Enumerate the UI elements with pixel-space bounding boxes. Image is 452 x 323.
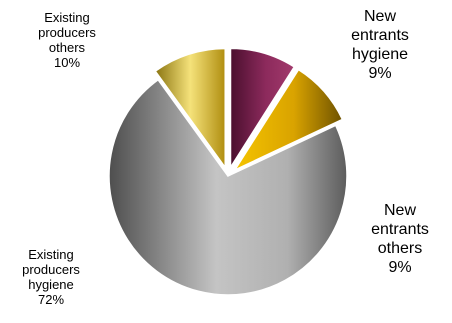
- slice-existing-producers-hygiene: [108, 78, 348, 296]
- slice-new-entrants-hygiene: [229, 47, 296, 170]
- label-new-entrants-hygiene: New entrants hygiene 9%: [351, 8, 409, 82]
- label-new-entrants-others: New entrants others 9%: [371, 202, 429, 276]
- slice-existing-producers-others: [154, 47, 226, 170]
- slice-new-entrants-others: [232, 68, 344, 172]
- label-existing-producers-others: Existing producers others 10%: [38, 10, 96, 70]
- label-existing-producers-hygiene: Existing producers hygiene 72%: [22, 247, 80, 307]
